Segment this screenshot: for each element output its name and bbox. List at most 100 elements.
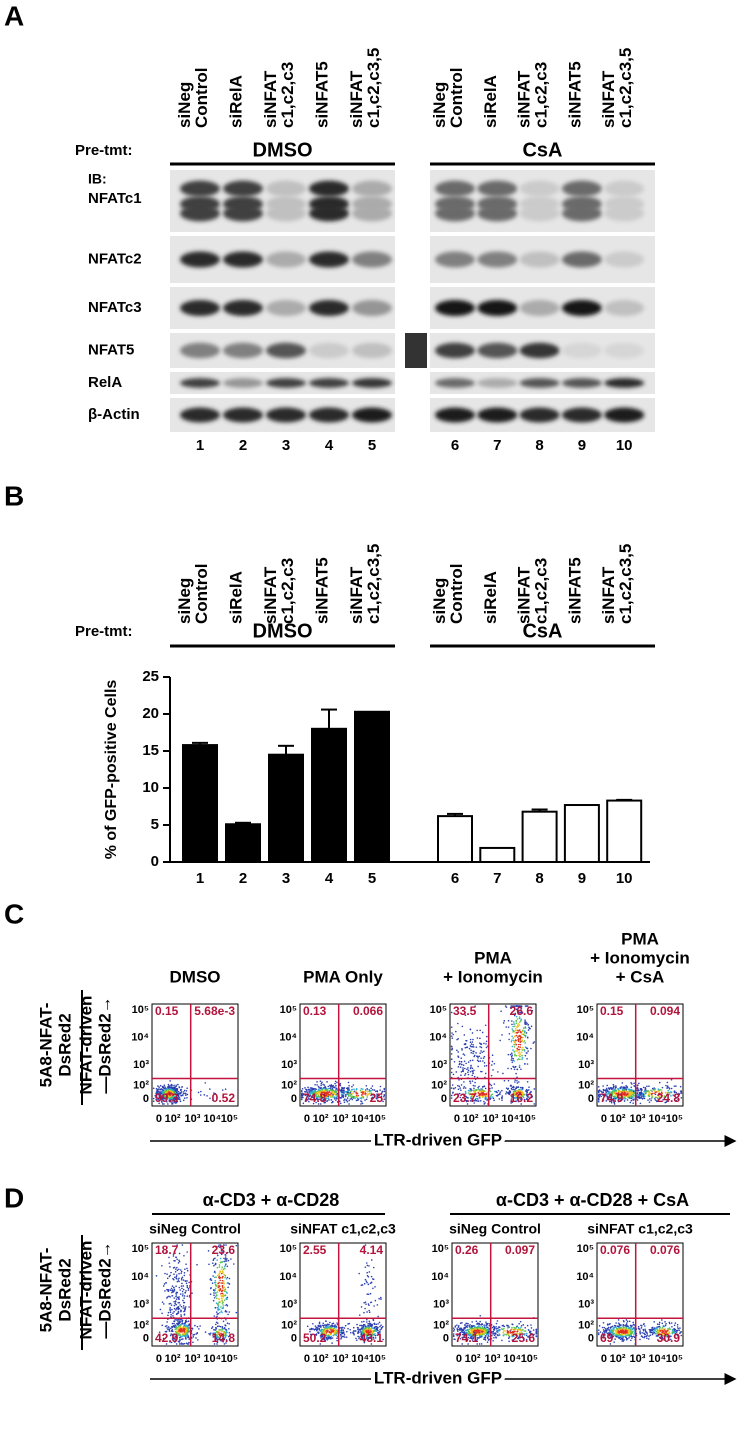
blot-band — [477, 378, 517, 388]
flow-event — [320, 1326, 322, 1328]
flow-event — [482, 1090, 484, 1092]
flow-event — [355, 1090, 357, 1092]
flow-event — [368, 1293, 370, 1295]
group-label: α-CD3 + α-CD28 — [203, 1190, 340, 1210]
flow-event — [480, 1050, 482, 1052]
flow-event — [482, 1328, 484, 1330]
flow-event — [354, 1096, 356, 1098]
flow-event — [188, 1282, 190, 1284]
flow-event — [188, 1320, 190, 1322]
quadrant-value: 0.066 — [353, 1004, 383, 1018]
lane-label: siNFATc1,c2,c3,5 — [347, 544, 383, 624]
flow-event — [480, 1331, 482, 1333]
flow-event — [181, 1285, 183, 1287]
flow-event — [342, 1091, 344, 1093]
flow-event — [503, 1022, 505, 1024]
flow-event — [513, 1044, 515, 1046]
x-tick-label: 4 — [325, 870, 334, 887]
flow-event — [641, 1090, 643, 1092]
flow-event — [185, 1325, 187, 1327]
flow-event — [302, 1088, 304, 1090]
flow-event — [165, 1282, 167, 1284]
flow-event — [196, 1264, 198, 1266]
flow-event — [183, 1285, 185, 1287]
flow-event — [227, 1314, 229, 1316]
flow-event — [178, 1311, 180, 1313]
flow-event — [356, 1093, 358, 1095]
flow-event — [615, 1086, 617, 1088]
flow-event — [183, 1329, 185, 1331]
flow-event — [180, 1325, 182, 1327]
flow-event — [156, 1089, 158, 1091]
flow-event — [180, 1089, 182, 1091]
flow-event — [211, 1279, 213, 1281]
flow-event — [494, 1335, 496, 1337]
flow-event — [511, 1057, 513, 1059]
flow-event — [180, 1293, 182, 1295]
x-tick-label: 10 — [616, 870, 633, 887]
flow-event — [457, 1085, 459, 1087]
bar — [269, 755, 303, 862]
flow-event — [471, 1043, 473, 1045]
flow-event — [219, 1275, 221, 1277]
flow-event — [172, 1312, 174, 1314]
flow-event — [528, 1029, 530, 1031]
flow-event — [327, 1335, 329, 1337]
flow-event — [501, 1097, 503, 1099]
flow-event — [363, 1325, 365, 1327]
flow-event — [318, 1325, 320, 1327]
blot-band — [223, 300, 263, 316]
flow-event — [181, 1306, 183, 1308]
flow-event — [473, 1087, 475, 1089]
flow-event — [316, 1084, 318, 1086]
flow-event — [351, 1086, 353, 1088]
flow-event — [511, 1041, 513, 1043]
flow-event — [524, 1032, 526, 1034]
flow-event — [521, 1055, 523, 1057]
flow-event — [645, 1091, 647, 1093]
flow-event — [344, 1327, 346, 1329]
flow-event — [624, 1089, 626, 1091]
flow-event — [485, 1043, 487, 1045]
y-tick-label: 15 — [142, 742, 159, 759]
flow-event — [168, 1296, 170, 1298]
flow-event — [361, 1097, 363, 1099]
flow-event — [517, 1030, 519, 1032]
flow-event — [514, 1051, 516, 1053]
blot-band — [562, 378, 602, 388]
flow-event — [671, 1088, 673, 1090]
flow-event — [181, 1086, 183, 1088]
flow-event — [380, 1324, 382, 1326]
flow-event — [224, 1286, 226, 1288]
flow-event — [535, 1335, 537, 1337]
flow-event — [472, 1080, 474, 1082]
flow-event — [184, 1302, 186, 1304]
flow-event — [366, 1280, 368, 1282]
flow-event — [366, 1096, 368, 1098]
flow-event — [512, 1037, 514, 1039]
flow-event — [153, 1088, 155, 1090]
flow-event — [218, 1306, 220, 1308]
flow-event — [328, 1094, 330, 1096]
blot-band — [352, 378, 392, 388]
flow-event — [516, 1022, 518, 1024]
flow-event — [223, 1283, 225, 1285]
quadrant-value: 50.2 — [303, 1331, 327, 1345]
quadrant-value: 26.6 — [510, 1004, 534, 1018]
flow-event — [222, 1271, 224, 1273]
flow-event — [630, 1102, 632, 1104]
flow-event — [360, 1100, 362, 1102]
flow-event — [205, 1331, 207, 1333]
flow-event — [477, 1057, 479, 1059]
flow-event — [497, 1335, 499, 1337]
y-tick-label: 10² — [433, 1319, 449, 1331]
flow-event — [221, 1277, 223, 1279]
flow-event — [320, 1087, 322, 1089]
pre-tmt-label: Pre-tmt: — [75, 623, 133, 640]
flow-event — [376, 1327, 378, 1329]
quadrant-value: 5.68e-3 — [194, 1004, 235, 1018]
flow-event — [524, 1050, 526, 1052]
flow-event — [157, 1085, 159, 1087]
blot-band — [180, 343, 220, 358]
